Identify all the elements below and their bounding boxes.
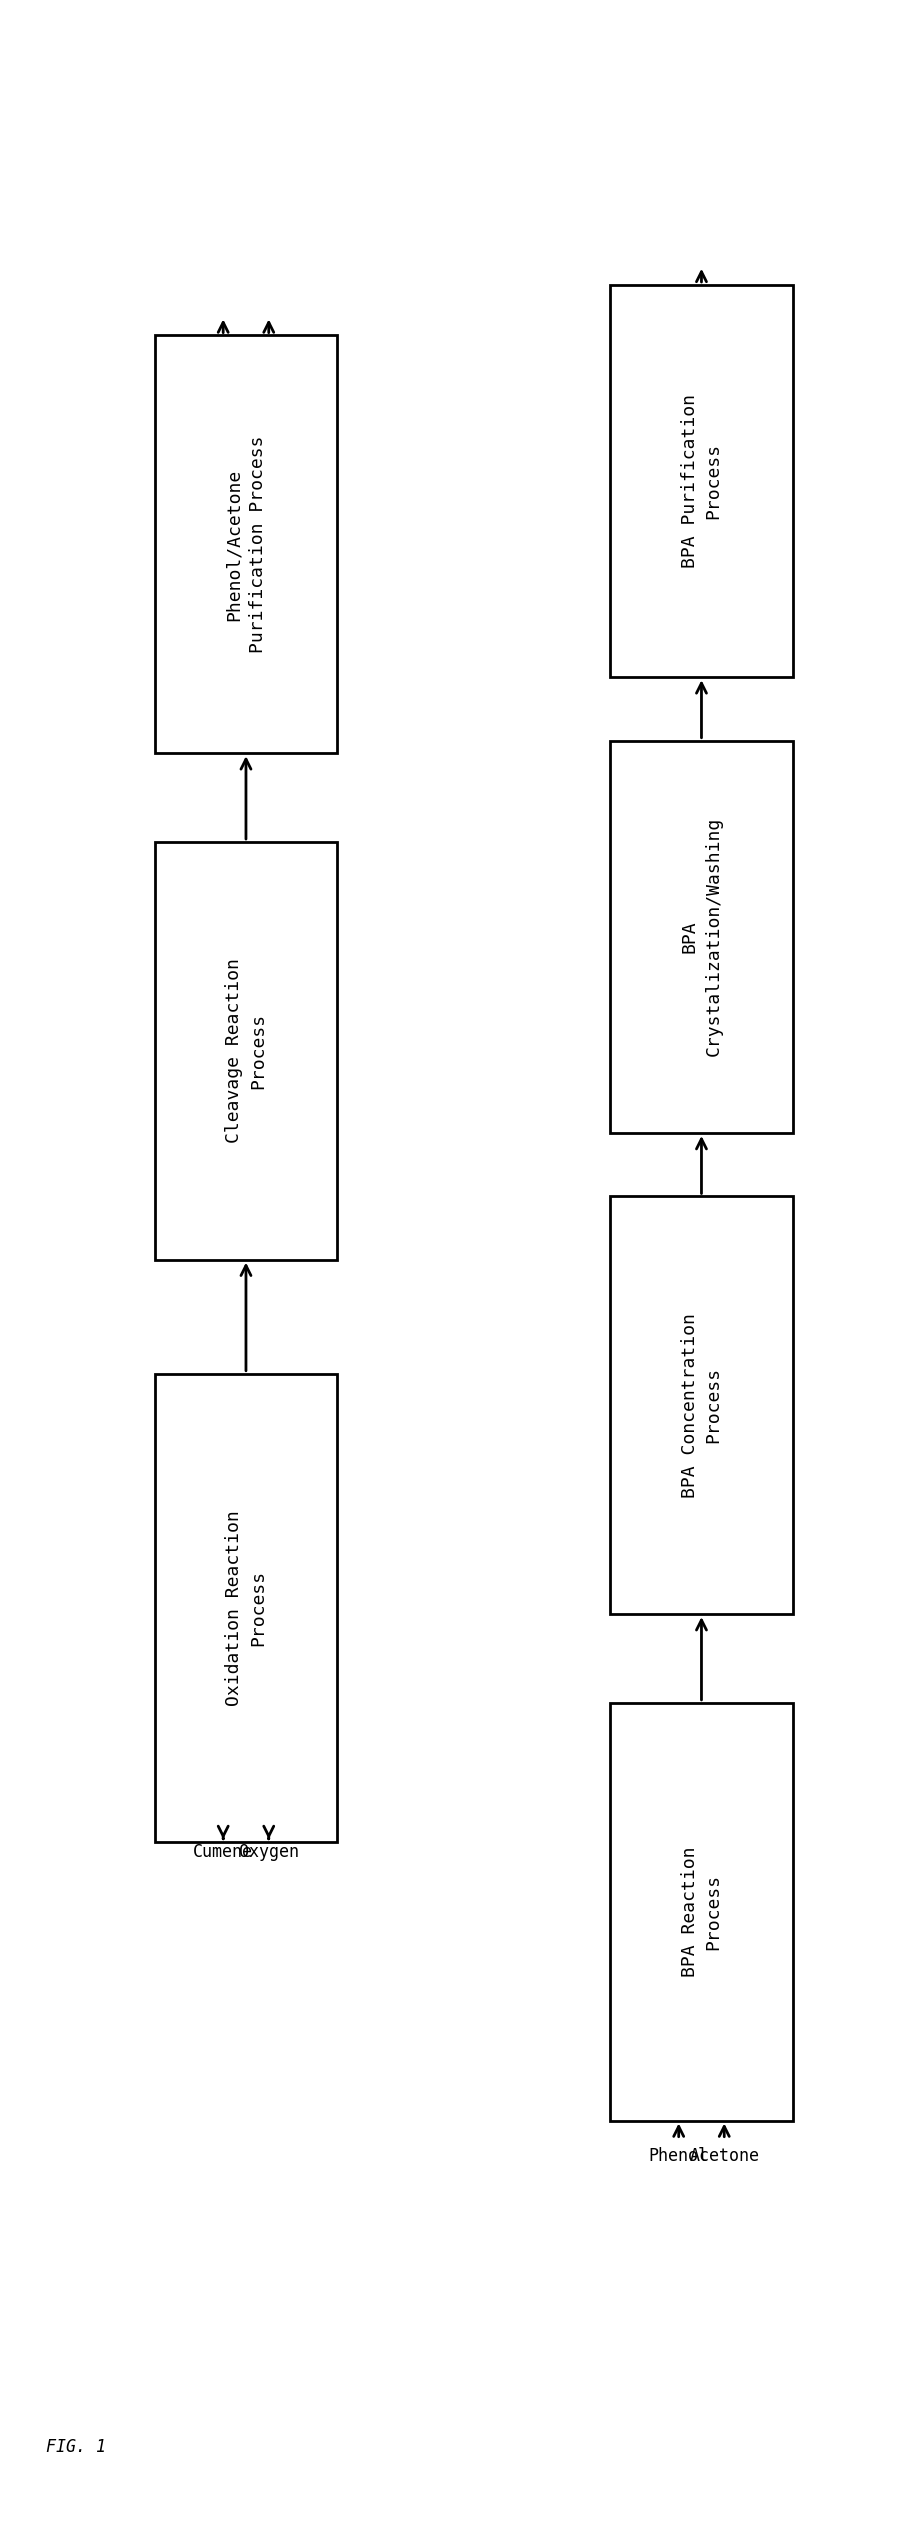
Text: Acetone: Acetone	[690, 2147, 759, 2165]
FancyBboxPatch shape	[610, 1198, 793, 1615]
Text: BPA Concentration
Process: BPA Concentration Process	[681, 1312, 722, 1499]
Text: Oxidation Reaction
Process: Oxidation Reaction Process	[225, 1509, 267, 1707]
Text: Oxygen: Oxygen	[239, 1843, 299, 1861]
Text: Phenol/Acetone
Purification Process: Phenol/Acetone Purification Process	[225, 436, 267, 653]
Text: FIG. 1: FIG. 1	[46, 2438, 106, 2456]
Text: Phenol: Phenol	[649, 2147, 709, 2165]
FancyBboxPatch shape	[155, 841, 337, 1261]
FancyBboxPatch shape	[155, 334, 337, 755]
Text: BPA Reaction
Process: BPA Reaction Process	[681, 1846, 722, 1977]
Text: BPA Purification
Process: BPA Purification Process	[681, 395, 722, 567]
FancyBboxPatch shape	[610, 739, 793, 1134]
Text: Cumene: Cumene	[193, 1843, 253, 1861]
Text: BPA
Crystalization/Washing: BPA Crystalization/Washing	[681, 818, 722, 1056]
FancyBboxPatch shape	[610, 1702, 793, 2122]
FancyBboxPatch shape	[155, 1372, 337, 1843]
FancyBboxPatch shape	[610, 284, 793, 676]
Text: Cleavage Reaction
Process: Cleavage Reaction Process	[225, 957, 267, 1144]
